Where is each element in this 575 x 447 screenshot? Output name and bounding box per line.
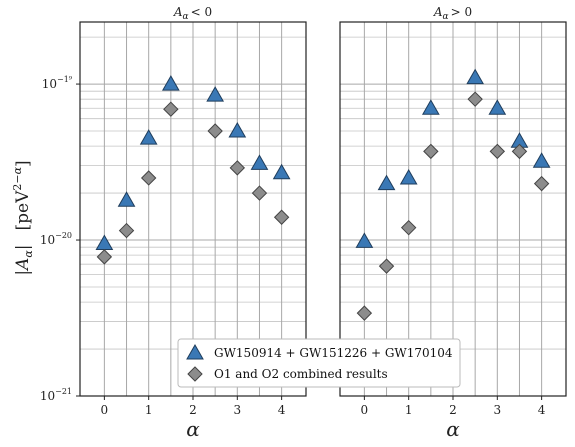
x-axis-label: α [446,417,460,441]
diamond-point [118,222,135,239]
diamond-point [423,143,439,160]
legend-label: GW150914 + GW151226 + GW170104 [214,346,453,360]
triangle-point [466,68,485,85]
panel-title: Aα < 0 [173,5,212,22]
x-tick-label: 4 [278,403,286,417]
diamond-point [533,175,550,192]
triangle-point [488,99,507,115]
triangle-point [355,232,374,248]
triangle-point [228,122,247,138]
triangle-point [206,86,225,102]
y-axis-label: |Aα|[peV2−α] [11,160,35,275]
triangle-point [399,168,418,185]
x-tick-label: 4 [538,403,546,417]
diamond-point [467,91,483,107]
legend-triangle-icon [186,343,204,360]
diamond-point [511,143,528,160]
x-tick-label: 3 [493,403,501,417]
legend-diamond-icon [187,366,203,382]
panel-negative: Aα < 0 0 1 2 3 4 α 10−21 10−20 10−1⁹ [40,5,307,441]
diamond-point [251,185,268,201]
x-tick-label: 3 [233,403,241,417]
x-tick-label: 2 [449,403,457,417]
diamond-point [273,209,290,225]
triangle-point [161,75,180,91]
diamond-point [207,123,223,139]
legend-box [177,338,461,388]
triangle-point [421,99,440,115]
triangle-point [532,152,551,168]
triangle-point [117,191,136,207]
diamond-point [163,101,179,117]
triangle-point [95,234,114,251]
triangle-point [139,129,158,145]
legend-label: O1 and O2 combined results [214,367,388,381]
diamond-point [489,143,506,160]
x-tick-label: 1 [145,403,153,417]
diamond-point [400,219,417,236]
triangle-point [272,163,291,180]
y-tick-label: 10−1⁹ [42,75,73,91]
diamond-point [96,249,113,265]
diamond-point [140,170,157,186]
x-tick-label: 2 [189,403,197,417]
panel-title: Aα > 0 [433,5,472,22]
x-tick-label: 0 [361,403,369,417]
diamond-point [356,305,373,321]
diamond-point [229,160,246,176]
y-tick-label: 10−20 [40,231,72,247]
x-tick-label: 0 [101,403,109,417]
x-tick-label: 1 [405,403,413,417]
triangle-point [377,174,396,191]
legend: GW150914 + GW151226 + GW170104 O1 and O2 … [177,338,461,388]
triangle-point [250,154,269,170]
y-tick-label: 10−21 [40,387,72,403]
diamond-point [378,258,395,274]
x-axis-label: α [186,417,200,441]
